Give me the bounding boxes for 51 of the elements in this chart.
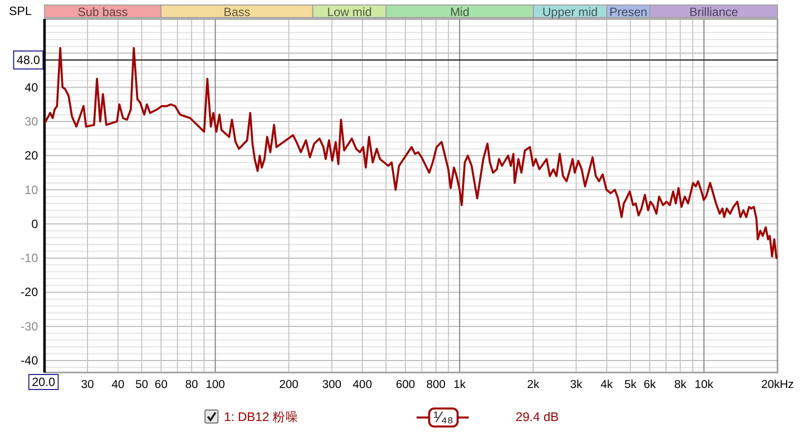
x-tick-label: 3k — [570, 379, 583, 391]
y-tick-label: 0 — [31, 216, 38, 231]
y-tick-label: 40 — [24, 80, 38, 94]
bar: Brilliance — [649, 4, 778, 19]
x-tick-label: 1k — [454, 379, 466, 391]
y-tick-label: -10 — [20, 251, 38, 266]
series-label: Upper mid — [542, 4, 598, 19]
x-tick-label: 100 — [206, 379, 225, 391]
x-tick-label: 60 — [154, 379, 168, 391]
x-tick-label: 5k — [624, 379, 637, 391]
x-tick-label: 800 — [426, 379, 446, 391]
y-tick-label: -30 — [20, 319, 38, 334]
x-tick-label: 2k — [527, 379, 540, 391]
y-axis-title: SPL — [9, 4, 32, 18]
x-tick-label: 10k — [694, 379, 714, 391]
x-tick-label: 50 — [135, 379, 148, 391]
label-box: 48.0 — [13, 50, 44, 70]
y-tick-label: 20 — [24, 148, 38, 163]
series-label: Brilliance — [689, 4, 738, 19]
label-box: 20.0 — [28, 374, 59, 390]
bar: Presen — [606, 4, 650, 19]
bar: Upper mid — [532, 4, 608, 19]
ref-line-label: 48.0 — [16, 52, 40, 67]
series-label: Bass — [224, 4, 250, 19]
bar: Low mid — [312, 4, 387, 19]
x-tick-label: 6k — [644, 379, 656, 391]
y-tick-label: -40 — [20, 354, 38, 368]
text: 1: DB12 粉噪 — [224, 410, 299, 424]
y-tick-label: 30 — [24, 114, 38, 128]
x-tick-label: 400 — [352, 379, 372, 391]
bar: Bass — [160, 4, 314, 19]
x-tick-label: 80 — [185, 379, 198, 391]
y-tick-label: -20 — [20, 285, 38, 300]
series-label: Mid — [450, 4, 470, 19]
annotation: 20.0 — [32, 375, 56, 389]
x-tick-label: 8k — [674, 379, 687, 391]
label-box: ¹⁄₄₈ — [428, 408, 459, 428]
series-label: Low mid — [327, 4, 372, 19]
x-tick-label: 200 — [279, 379, 298, 391]
y-tick-label: 10 — [24, 182, 38, 197]
x-axis-title: Hz — [780, 379, 794, 391]
text: 29.4 dB — [516, 410, 559, 424]
x-tick-label: 4k — [600, 379, 614, 391]
x-tick-label: 300 — [322, 379, 342, 391]
x-tick-label: 20k — [761, 379, 780, 391]
series-label: Sub bass — [78, 4, 128, 19]
x-tick-label: 600 — [396, 379, 416, 391]
x-tick-label: 30 — [81, 379, 94, 391]
x-tick-label: 40 — [112, 379, 124, 391]
bar: Sub bass — [44, 4, 162, 19]
bar: Mid — [386, 4, 534, 19]
